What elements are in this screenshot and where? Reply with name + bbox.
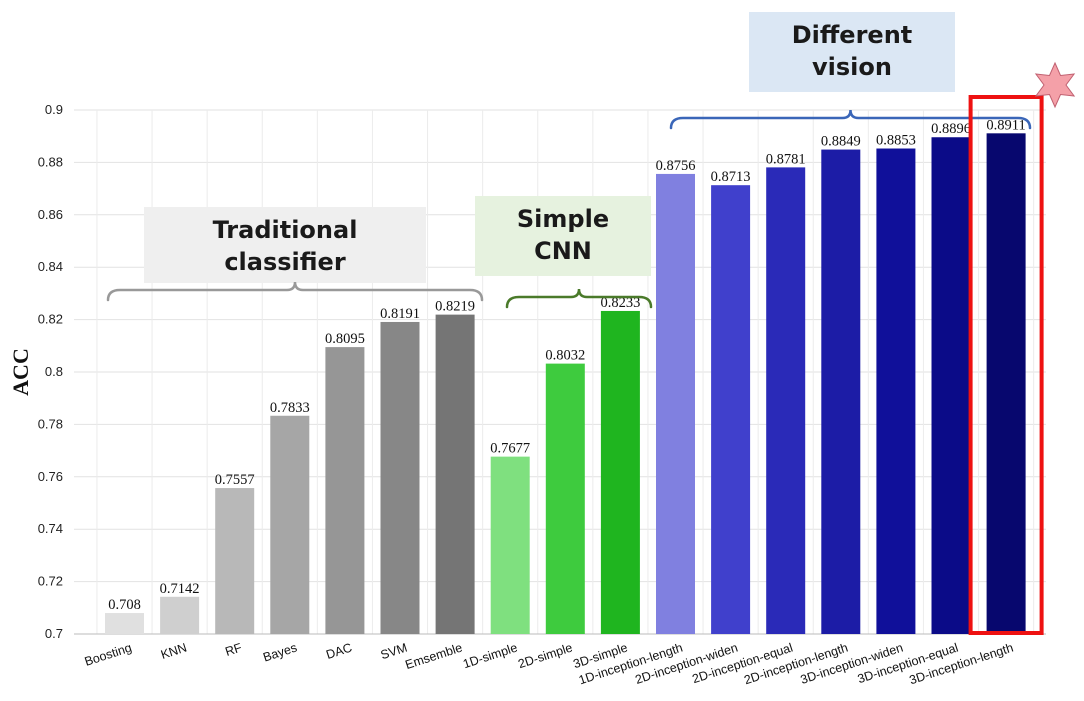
value-label: 0.8219 xyxy=(435,299,475,315)
category-label: Bayes xyxy=(261,641,298,665)
value-label: 0.7677 xyxy=(490,441,530,457)
highlight xyxy=(968,61,1076,635)
group-label: Different xyxy=(792,21,913,49)
bar xyxy=(105,613,144,634)
category-label: Emsemble xyxy=(404,641,465,673)
bracket xyxy=(505,288,653,309)
bar xyxy=(766,167,806,635)
value-label: 0.8781 xyxy=(766,151,806,167)
value-label: 0.8756 xyxy=(656,158,696,174)
bar xyxy=(325,347,365,634)
y-axis-label: ACC xyxy=(8,348,33,396)
bar xyxy=(600,310,640,634)
value-labels: 0.708 0.7142 0.7557 0.7833 0.8095 0.8191 0.821… xyxy=(108,117,1026,613)
y-tick-label: 0.74 xyxy=(38,521,63,536)
group-label: Simple xyxy=(517,205,609,233)
bar xyxy=(986,133,1026,634)
group-box xyxy=(144,207,426,283)
bar xyxy=(656,173,695,635)
value-label: 0.7557 xyxy=(215,472,255,488)
category-label: KNN xyxy=(159,641,188,662)
bar xyxy=(380,321,420,634)
group-label: vision xyxy=(812,53,892,81)
y-tick-label: 0.88 xyxy=(38,154,63,169)
group-annotations: Traditional classifier Simple CNN Different v… xyxy=(106,12,1032,309)
category-label: 1D-simple xyxy=(461,641,519,672)
bar xyxy=(215,488,255,634)
group-annotation: Simple CNN xyxy=(475,196,653,309)
value-label: 0.7833 xyxy=(270,400,310,416)
y-tick-label: 0.8 xyxy=(45,364,63,379)
grid xyxy=(74,109,1046,635)
star-icon xyxy=(1034,61,1076,109)
group-annotation: Traditional classifier xyxy=(106,207,484,302)
bar xyxy=(160,596,200,634)
y-tick-label: 0.9 xyxy=(45,102,63,117)
value-label: 0.8032 xyxy=(545,348,585,364)
value-label: 0.7142 xyxy=(160,581,200,597)
group-box xyxy=(749,12,955,92)
category-label: Boosting xyxy=(83,641,134,669)
bar xyxy=(931,137,971,635)
bars xyxy=(105,133,1026,635)
category-label: DAC xyxy=(324,641,353,662)
value-label: 0.708 xyxy=(108,597,141,613)
value-label: 0.8911 xyxy=(986,117,1025,133)
group-label: Traditional xyxy=(213,216,358,244)
group-annotation: Different vision xyxy=(669,12,1032,130)
category-label: RF xyxy=(223,640,244,659)
group-label: CNN xyxy=(534,237,592,265)
bar xyxy=(821,149,861,634)
y-tick-label: 0.76 xyxy=(38,469,63,484)
y-tick-label: 0.82 xyxy=(38,312,63,327)
y-tick-label: 0.84 xyxy=(38,259,63,274)
y-tick-label: 0.86 xyxy=(38,207,63,222)
value-label: 0.8853 xyxy=(876,133,916,149)
bar xyxy=(490,456,530,634)
bar xyxy=(711,185,751,634)
y-axis: 0.7 0.72 0.74 0.76 0.78 0.8 0.82 0.84 0.86 0.88 0.… xyxy=(38,102,63,641)
bar xyxy=(270,415,310,634)
bar xyxy=(435,314,475,634)
value-label: 0.8713 xyxy=(711,169,751,185)
value-label: 0.8896 xyxy=(931,121,971,137)
group-label: classifier xyxy=(224,248,346,276)
value-label: 0.8233 xyxy=(600,295,640,311)
y-tick-label: 0.72 xyxy=(38,574,63,589)
y-tick-label: 0.7 xyxy=(45,626,63,641)
value-label: 0.8191 xyxy=(380,306,420,322)
value-label: 0.8849 xyxy=(821,134,861,150)
highlight-box xyxy=(968,95,1044,635)
group-box xyxy=(475,196,651,276)
category-label: 2D-simple xyxy=(516,641,574,672)
value-label: 0.8095 xyxy=(325,331,365,347)
bracket xyxy=(669,109,1032,130)
bracket xyxy=(106,281,484,302)
category-labels: Boosting KNN RF Bayes DAC SVMEmsemble1D-simpl… xyxy=(83,640,1015,687)
y-tick-label: 0.78 xyxy=(38,416,63,431)
bar xyxy=(876,148,916,634)
bar xyxy=(545,363,585,634)
